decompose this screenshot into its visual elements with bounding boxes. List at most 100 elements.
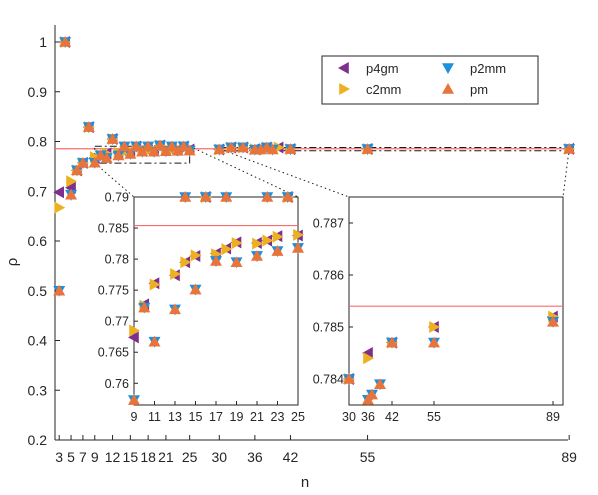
main-point-p4gm [53, 186, 64, 199]
inset-y-tick-label: 0.79 [105, 191, 129, 205]
main-point-pm [124, 147, 137, 159]
main-point-pm [76, 156, 89, 168]
inset-left: 0.76 0.765 0.77 0.775 0.78 0.785 0.79 9 11 13 15 17… [98, 191, 305, 425]
inset-point-c2mm [129, 324, 140, 337]
legend-label-c2mm: c2mm [366, 82, 401, 97]
legend-label-p4gm: p4gm [366, 61, 399, 76]
main-point-pm [171, 144, 184, 156]
legend: p4gm c2mm p2mm pm [321, 55, 539, 105]
inset-point-c2mm [170, 267, 181, 280]
main-y-tick-label: 0.7 [28, 183, 48, 199]
inset-point-pm [366, 388, 378, 400]
inset-point-c2mm [262, 234, 274, 247]
inset-x-tick-label: 13 [168, 410, 182, 424]
legend-label-p2mm: p2mm [470, 61, 506, 76]
inset-point-c2mm [363, 352, 374, 365]
inset-point-c2mm [252, 237, 263, 250]
legend-label-pm: pm [470, 82, 488, 97]
main-point-pm [284, 143, 297, 154]
inset-point-pm [292, 241, 304, 253]
main-point-pm [165, 140, 178, 152]
main-x-tick-label: 9 [91, 449, 99, 465]
inset-x-tick-label: 11 [148, 410, 161, 424]
inset-y-tick-label: 0.784 [313, 373, 344, 387]
zoom-connector [189, 145, 299, 198]
inset-point-pm [343, 373, 355, 384]
inset-y-tick-label: 0.775 [98, 284, 129, 298]
inset-point-pm [199, 191, 212, 202]
main-x-tick-label: 15 [123, 449, 139, 465]
main-point-pm [563, 142, 576, 154]
inset-x-tick-label: 23 [271, 410, 285, 424]
main-point-pm [112, 149, 125, 161]
main-x-tick-label: 30 [212, 449, 228, 465]
main-point-pm [106, 133, 119, 144]
main-x-tick-label: 36 [247, 449, 263, 465]
main-x-tick-label: 42 [283, 449, 299, 465]
main-point-pm [183, 144, 196, 156]
main-point-pm [213, 143, 226, 155]
main-point-pm [154, 139, 166, 151]
main-point-pm [88, 156, 101, 168]
inset-point-c2mm [272, 230, 284, 243]
main-x-tick-label: 7 [79, 449, 87, 465]
legend-box [321, 55, 539, 105]
main-y-tick-label: 0.8 [28, 134, 48, 150]
inset-point-pm [428, 336, 440, 348]
legend-marker-c2mm [339, 83, 350, 95]
inset-x-tick-label: 42 [385, 410, 399, 424]
main-point-pm [266, 143, 279, 155]
inset-y-tick-label: 0.76 [105, 377, 129, 391]
inset-point-c2mm [293, 228, 304, 241]
legend-items: p4gm c2mm p2mm pm [338, 61, 506, 97]
inset-y-tick-label: 0.77 [105, 315, 129, 329]
inset-point-p4gm [128, 331, 139, 344]
inset-point-pm [230, 256, 243, 267]
inset-x-tick-label: 15 [189, 410, 203, 424]
inset-x-tick-label: 89 [546, 410, 560, 424]
main-y-tick-label: 1 [39, 34, 47, 50]
main-data-points [53, 36, 576, 297]
y-axis-label: ρ [4, 258, 21, 267]
inset-point-c2mm [231, 236, 243, 249]
x-axis-label: n [301, 474, 309, 491]
main-x-tick-label: 55 [360, 449, 376, 465]
inset-x-tick-label: 30 [342, 410, 356, 424]
main-point-pm [65, 188, 78, 200]
main-y-tick-label: 0.9 [28, 84, 48, 100]
legend-marker-p4gm [338, 62, 349, 74]
legend-marker-pm [442, 83, 454, 94]
main-y-tick-label: 0.4 [28, 333, 48, 349]
main-x-tick-label: 18 [140, 449, 156, 465]
inset-y-tick-label: 0.78 [105, 253, 129, 267]
inset-y-tick-label: 0.765 [98, 346, 129, 360]
inset-y-tick-label: 0.786 [313, 269, 344, 283]
main-y-tick-label: 0.3 [28, 382, 48, 398]
main-point-pm [130, 140, 143, 152]
inset-point-pm [220, 191, 233, 202]
main-point-pm [237, 141, 250, 153]
inset-x-tick-label: 55 [427, 410, 441, 424]
main-x-ticks: 3 5 7 9 12 15 18 21 25 30 36 42 55 89 [55, 435, 577, 465]
main-axes: 0.20.30.40.50.60.70.80.91 3 5 7 9 12 15 18 21 25… [4, 25, 577, 491]
inset-x-tick-label: 9 [131, 410, 138, 424]
inset-point-pm [210, 254, 222, 266]
main-point-pm [53, 284, 66, 296]
inset-point-pm [169, 303, 181, 315]
inset-x-tick-label: 25 [291, 410, 305, 424]
main-point-c2mm [54, 201, 66, 214]
main-x-tick-label: 89 [561, 449, 577, 465]
main-point-pm [159, 145, 172, 157]
main-point-pm [225, 141, 238, 153]
inset-point-c2mm [180, 256, 192, 269]
main-x-tick-label: 12 [105, 449, 121, 465]
inset-x-tick-label: 36 [361, 410, 375, 424]
main-point-c2mm [66, 175, 78, 188]
main-point-pm [177, 140, 190, 152]
inset-x-tick-label: 19 [230, 410, 244, 424]
inset-point-c2mm [429, 321, 440, 333]
inset-point-pm [179, 191, 192, 202]
inset-point-pm [128, 394, 140, 405]
inset-y-tick-label: 0.785 [98, 222, 129, 236]
